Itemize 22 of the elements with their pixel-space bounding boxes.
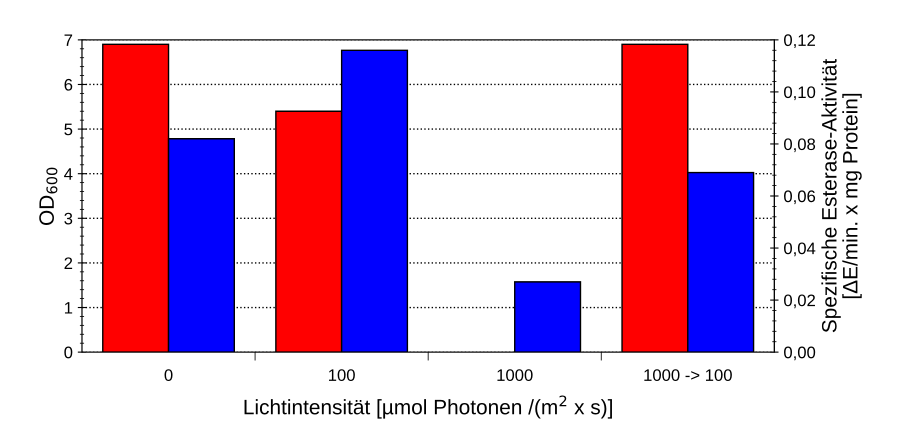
y2-tick-label: 0,06 xyxy=(784,190,816,204)
y-axis-title: OD$_{600}$ xyxy=(39,168,58,226)
x-tick-label: 1000 xyxy=(497,369,533,382)
y2-tick-label: 0,00 xyxy=(784,346,816,360)
y-tick-label: 4 xyxy=(64,168,72,180)
x-tick-label: 100 xyxy=(328,369,355,382)
y-tick-label: 5 xyxy=(64,124,72,136)
y2-tick-label: 0,08 xyxy=(784,138,816,152)
y2-tick-label: 0,04 xyxy=(784,242,816,256)
y2-tick-label: 0,10 xyxy=(784,86,816,100)
y2-axis-title: Spezifische Esterase-Aktivität [ΔE/min. x mg Protein] xyxy=(821,58,862,332)
y-tick-label: 6 xyxy=(64,78,72,91)
y-tick-label: 0 xyxy=(64,346,72,358)
y-tick-label: 7 xyxy=(64,34,72,46)
y-tick-label: 3 xyxy=(64,212,72,225)
y2-tick-label: 0,02 xyxy=(784,294,815,308)
y-tick-label: 1 xyxy=(64,302,72,314)
y2-tick-label: 0,12 xyxy=(784,34,815,48)
y-tick-label: 2 xyxy=(64,257,72,269)
x-tick-label: 0 xyxy=(164,369,173,382)
x-tick-label: 1000 -> 100 xyxy=(644,369,732,382)
x-axis-title: Lichtintensität [µmol Photonen /(m$^{2}$ x s)] xyxy=(244,395,612,419)
